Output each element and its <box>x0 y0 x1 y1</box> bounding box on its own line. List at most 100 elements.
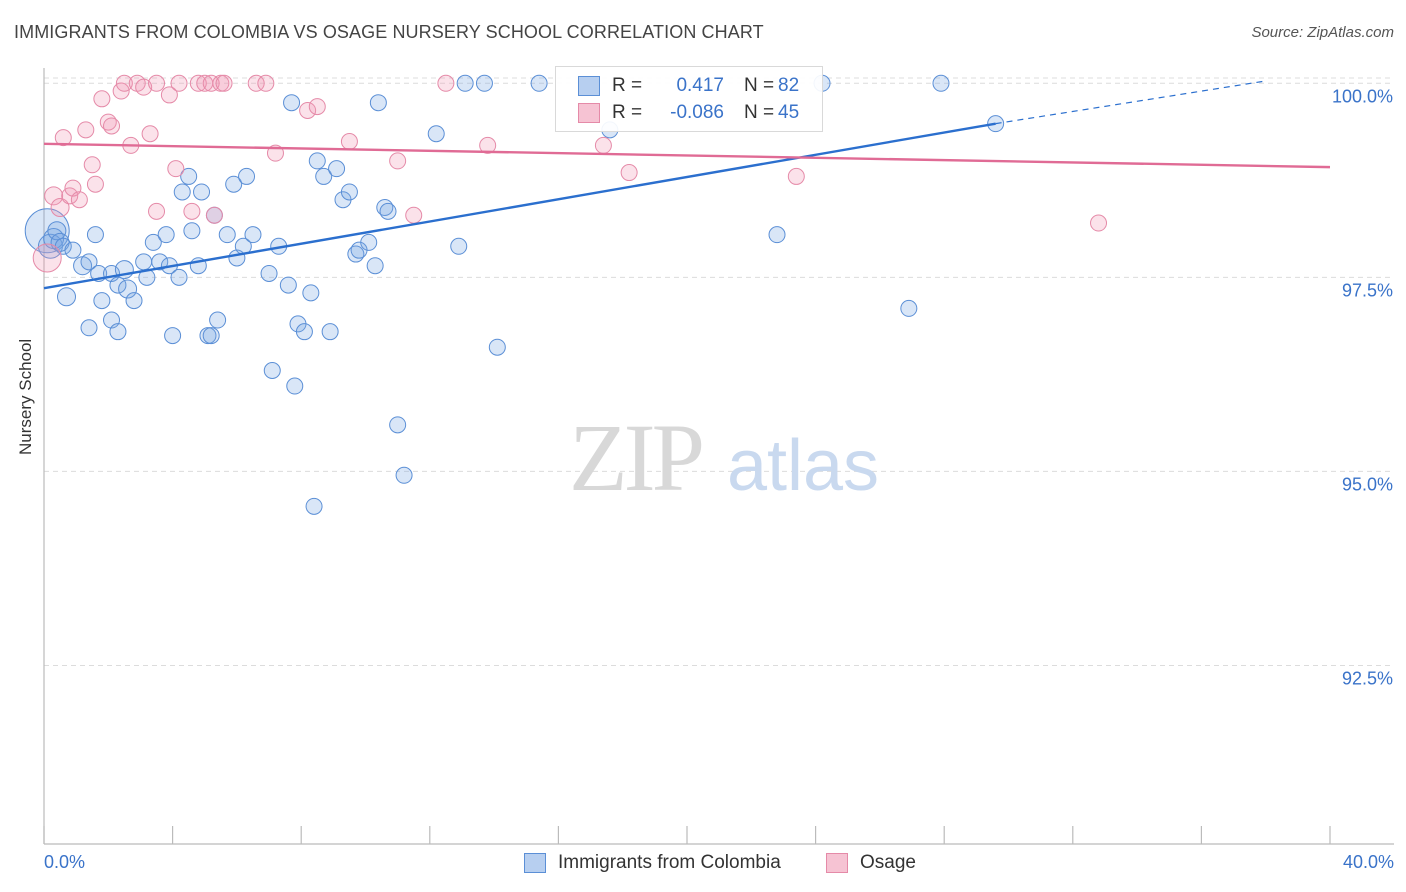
colombia-point <box>135 253 153 271</box>
osage-point <box>189 74 207 92</box>
colombia-point <box>302 284 320 302</box>
colombia-point <box>209 311 227 329</box>
colombia-point <box>37 233 63 259</box>
osage-point <box>93 90 111 108</box>
colombia-point <box>170 268 188 286</box>
legend-n-label: N = <box>744 102 775 123</box>
colombia-point <box>180 167 198 185</box>
colombia-point <box>109 323 127 341</box>
y-axis-title: Nursery School <box>16 338 35 455</box>
colombia-point <box>369 94 387 112</box>
osage-point <box>148 74 166 92</box>
osage-point <box>115 74 133 92</box>
colombia-point <box>164 327 182 345</box>
legend-item-colombia[interactable]: Immigrants from Colombia <box>524 852 781 874</box>
osage-point <box>103 117 121 135</box>
colombia-point <box>488 338 506 356</box>
colombia-point <box>360 233 378 251</box>
legend-n-value: 45 <box>778 102 800 123</box>
colombia-point <box>157 226 175 244</box>
legend-r-label: R = <box>612 102 643 123</box>
osage-point <box>215 74 233 92</box>
colombia-point <box>193 183 211 201</box>
colombia-point <box>173 183 191 201</box>
osage-point <box>437 74 455 92</box>
points-layer <box>24 74 1108 515</box>
colombia-point <box>456 74 474 92</box>
osage-point <box>160 86 178 104</box>
osage-point <box>389 152 407 170</box>
osage-point <box>32 243 62 273</box>
osage-point <box>787 167 805 185</box>
colombia-point <box>57 287 77 307</box>
colombia-point <box>47 221 67 241</box>
colombia-point <box>151 253 169 271</box>
osage-point <box>141 125 159 143</box>
colombia-point <box>932 74 950 92</box>
colombia-point <box>118 279 138 299</box>
legend-r-value: 0.417 <box>676 75 724 96</box>
series-legend: Immigrants from Colombia Osage <box>0 852 1406 878</box>
colombia-point <box>202 327 220 345</box>
colombia-point <box>395 466 413 484</box>
osage-point <box>257 74 275 92</box>
osage-trend-line <box>43 142 1331 169</box>
osage-point <box>167 160 185 178</box>
y-tick-label: 100.0% <box>1332 86 1393 106</box>
legend-n-value: 82 <box>778 75 800 96</box>
trend-layer <box>43 80 1331 290</box>
osage-point <box>479 136 497 154</box>
y-tick-label: 92.5% <box>1342 668 1393 688</box>
legend-label-colombia: Immigrants from Colombia <box>558 852 781 873</box>
source-label: Source: ZipAtlas.com <box>1251 24 1394 41</box>
osage-point <box>202 74 220 92</box>
osage-point <box>405 206 423 224</box>
colombia-trend-extension <box>995 80 1266 125</box>
osage-point <box>135 78 153 96</box>
colombia-point <box>225 175 243 193</box>
osage-point <box>86 175 104 193</box>
colombia-point <box>427 125 445 143</box>
watermark-zip: ZIP <box>569 404 702 511</box>
osage-point <box>620 164 638 182</box>
osage-point <box>594 136 612 154</box>
colombia-point <box>768 226 786 244</box>
correlation-legend: R = 0.417 N = 82 R = -0.086 N = 45 <box>555 66 823 132</box>
osage-point <box>299 101 317 119</box>
colombia-point <box>80 253 98 271</box>
colombia-point <box>379 202 397 220</box>
legend-swatch-blue <box>524 853 546 873</box>
colombia-point <box>263 361 281 379</box>
legend-swatch-pink <box>578 103 600 123</box>
y-tick-label: 95.0% <box>1342 474 1393 494</box>
colombia-point <box>366 257 384 275</box>
osage-point <box>183 202 201 220</box>
colombia-point <box>183 222 201 240</box>
colombia-point <box>475 74 493 92</box>
x-tick-max: 40.0% <box>1342 852 1394 872</box>
colombia-point <box>308 152 326 170</box>
colombia-point <box>305 497 323 515</box>
osage-point <box>247 74 265 92</box>
axis-layer <box>43 68 1394 845</box>
legend-item-osage[interactable]: Osage <box>826 852 916 874</box>
colombia-point <box>315 167 333 185</box>
legend-label-osage: Osage <box>860 852 916 873</box>
colombia-point <box>328 160 346 178</box>
osage-point <box>308 98 326 116</box>
osage-point <box>83 156 101 174</box>
grid-layer <box>44 77 1394 666</box>
colombia-point <box>64 241 82 259</box>
colombia-point <box>321 323 339 341</box>
legend-swatch-blue <box>578 76 600 96</box>
colombia-point <box>125 292 143 310</box>
colombia-point <box>279 276 297 294</box>
legend-r-label: R = <box>612 75 643 96</box>
colombia-point <box>295 323 313 341</box>
legend-swatch-pink <box>826 853 848 873</box>
colombia-point <box>900 299 918 317</box>
colombia-trend-line <box>43 122 996 290</box>
osage-point <box>70 191 88 209</box>
x-tick-min: 0.0% <box>44 852 86 872</box>
